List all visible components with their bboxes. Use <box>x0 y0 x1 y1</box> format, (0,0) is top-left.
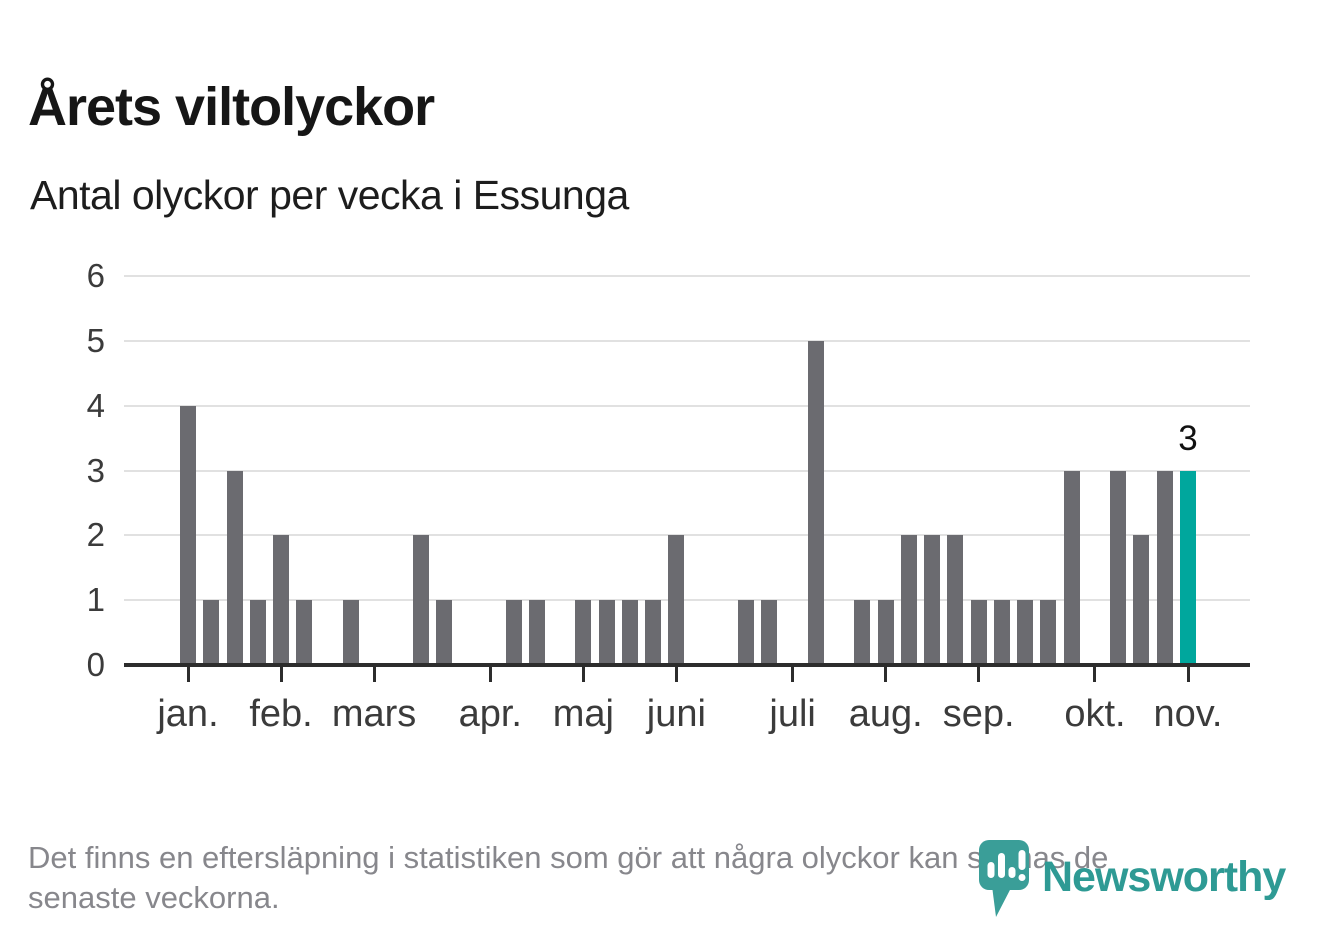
bar <box>226 470 243 665</box>
bar <box>621 600 638 665</box>
x-axis-tick <box>581 667 585 682</box>
newsworthy-logo: Newsworthy <box>979 840 1286 920</box>
bar <box>1110 470 1127 665</box>
bar <box>435 600 452 665</box>
bar <box>1017 600 1034 665</box>
bar <box>203 600 220 665</box>
bar <box>877 600 894 665</box>
bar <box>505 600 522 665</box>
y-gridline <box>124 275 1250 278</box>
x-axis-line <box>124 663 1250 667</box>
bar <box>645 600 662 665</box>
y-axis-label: 0 <box>86 646 105 683</box>
y-gridline <box>124 339 1250 342</box>
x-axis-tick <box>674 667 678 682</box>
bar-value-label: 3 <box>1178 418 1198 458</box>
bar <box>249 600 266 665</box>
bar <box>668 535 685 665</box>
y-gridline <box>124 599 1250 602</box>
bar <box>854 600 871 665</box>
bar <box>900 535 917 665</box>
y-gridline <box>124 469 1250 472</box>
x-axis-label: juni <box>646 693 706 735</box>
x-axis-label: mars <box>331 693 417 735</box>
y-gridline <box>124 534 1250 537</box>
bar <box>1156 470 1173 665</box>
bar <box>273 535 290 665</box>
bar <box>180 405 196 665</box>
y-axis-label: 1 <box>86 581 105 619</box>
x-axis-tick <box>488 667 492 682</box>
x-axis-tick <box>884 667 888 682</box>
x-axis-label: aug. <box>848 693 923 735</box>
x-axis-tick <box>186 667 190 682</box>
x-axis-label: okt. <box>1064 693 1126 735</box>
x-axis-tick <box>977 667 981 682</box>
bar <box>1133 535 1150 665</box>
y-axis-label: 4 <box>86 386 105 424</box>
bar <box>1040 600 1057 665</box>
newsworthy-pin-icon <box>979 840 1029 917</box>
x-axis-tick <box>1093 667 1097 682</box>
bar <box>528 600 545 665</box>
x-axis-tick <box>791 667 795 682</box>
bar <box>296 600 313 665</box>
bar <box>342 600 359 665</box>
bar <box>1063 470 1080 665</box>
y-axis-label: 2 <box>86 516 105 554</box>
x-axis-label: jan. <box>157 693 219 735</box>
bar <box>738 600 755 665</box>
bar <box>947 535 964 665</box>
newsworthy-brand-text: Newsworthy <box>1042 853 1286 901</box>
x-axis-tick <box>372 667 376 682</box>
bar <box>575 600 592 665</box>
x-axis-tick <box>1186 667 1190 682</box>
y-gridline <box>124 404 1250 407</box>
x-axis-label: apr. <box>458 693 522 735</box>
y-axis-label: 3 <box>86 451 105 489</box>
y-axis-label: 6 <box>86 257 105 295</box>
bar <box>924 535 941 665</box>
x-axis-tick <box>279 667 283 682</box>
bar <box>807 340 824 665</box>
x-axis-label: sep. <box>942 693 1015 735</box>
bar <box>761 600 778 665</box>
bar <box>993 600 1010 665</box>
y-axis-label: 5 <box>86 321 105 359</box>
x-axis-label: feb. <box>249 693 313 735</box>
x-axis-label: juli <box>769 693 816 735</box>
bar <box>970 600 987 665</box>
footnote: Det finns en eftersläpning i statistiken… <box>28 840 1109 915</box>
chart-subtitle: Antal olyckor per vecka i Essunga <box>30 172 629 218</box>
page-title: Årets viltolyckor <box>28 77 435 138</box>
bar-highlighted <box>1180 470 1196 665</box>
bar <box>412 535 429 665</box>
bar <box>598 600 615 665</box>
x-axis-label: nov. <box>1153 693 1223 735</box>
x-axis-label: maj <box>552 693 614 735</box>
